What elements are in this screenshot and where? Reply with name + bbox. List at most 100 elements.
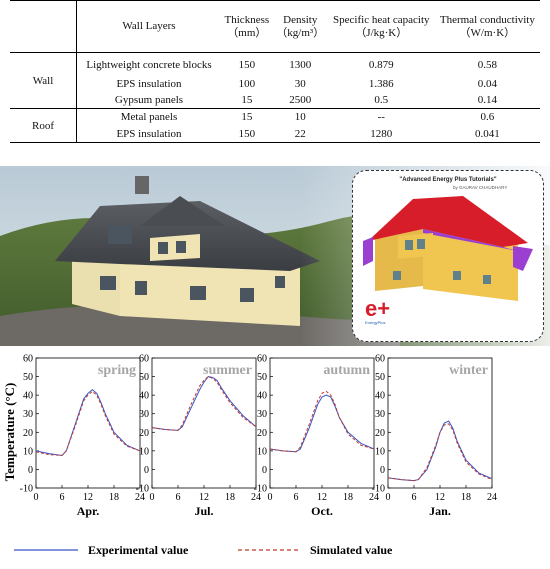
y-tick-label: 0 <box>262 465 267 476</box>
y-tick-label: 30 <box>139 409 149 420</box>
x-tick-label: 24 <box>135 492 145 503</box>
cell-heat-capacity: 1.386 <box>368 78 394 90</box>
x-tick-label: 6 <box>294 492 299 503</box>
y-tick-label: 50 <box>139 372 149 383</box>
energyplus-model-render <box>363 196 533 301</box>
cell-layer: EPS insulation <box>116 78 182 90</box>
x-tick-label: 6 <box>412 492 417 503</box>
y-tick-label: 20 <box>375 428 385 439</box>
y-tick-label: 10 <box>375 446 385 457</box>
y-tick-label: 40 <box>375 391 385 402</box>
cell-density: 10 <box>294 111 306 124</box>
cell-conductivity: 0.58 <box>477 58 497 71</box>
cell-layer: EPS insulation <box>116 127 182 140</box>
cell-layer: Gypsum panels <box>114 93 184 106</box>
cell-thickness: 150 <box>238 58 256 71</box>
y-tick-label: 60 <box>257 354 267 365</box>
month-label: Apr. <box>77 504 100 518</box>
building-photo-and-model: "Advanced Energy Plus Tutorials" by GAUR… <box>0 166 550 346</box>
y-tick-label: 40 <box>23 391 33 402</box>
x-tick-label: 0 <box>150 492 155 503</box>
energyplus-logo: e+ EnergyPlus <box>365 296 395 326</box>
energyplus-logo-mark: e+ <box>365 296 391 321</box>
material-properties-table: Wall Layers Thickness （mm） Density （kg/m³）… <box>0 0 550 162</box>
cell-heat-capacity: 0.5 <box>374 93 389 106</box>
x-tick-label: 6 <box>176 492 181 503</box>
x-tick-label: 18 <box>109 492 119 503</box>
x-tick-label: 18 <box>343 492 353 503</box>
cell-thickness: 15 <box>241 93 253 106</box>
y-tick-label: 10 <box>23 446 33 457</box>
x-tick-label: 24 <box>487 492 497 503</box>
cell-thickness: 15 <box>241 111 253 124</box>
cell-heat-capacity: -- <box>377 111 385 124</box>
y-tick-label: 10 <box>257 446 267 457</box>
simulated-series-line <box>269 390 375 453</box>
cell-conductivity: 0.6 <box>480 111 495 124</box>
header-thickness: Thickness （mm） <box>224 13 270 39</box>
x-tick-label: 6 <box>60 492 65 503</box>
x-tick-label: 0 <box>34 492 39 503</box>
y-tick-label: 30 <box>375 409 385 420</box>
month-label: Jul. <box>194 504 213 518</box>
season-label: autumn <box>323 363 370 378</box>
y-tick-label: 20 <box>23 428 33 439</box>
y-tick-label: 50 <box>375 372 385 383</box>
model-panel-byline: by GAURAV CHAUDHARY <box>453 185 508 190</box>
month-label: Jan. <box>429 504 451 518</box>
y-tick-label: 50 <box>257 372 267 383</box>
energyplus-logo-text: EnergyPlus <box>365 320 386 325</box>
y-tick-label: -10 <box>136 484 149 495</box>
x-tick-label: 12 <box>199 492 209 503</box>
cell-density: 2500 <box>289 93 312 106</box>
y-tick-label: 20 <box>139 428 149 439</box>
x-tick-label: 24 <box>251 492 261 503</box>
group-header <box>10 0 77 53</box>
experimental-series-line <box>35 388 141 457</box>
y-tick-label: 0 <box>144 465 149 476</box>
y-tick-label: 40 <box>257 391 267 402</box>
cell-heat-capacity: 0.879 <box>368 58 394 71</box>
x-tick-label: 18 <box>225 492 235 503</box>
table-row: EPS insulation 100 30 1.386 0.04 <box>10 77 540 92</box>
table-row: Roof Metal panels 15 10 -- 0.6 <box>10 108 540 143</box>
header-heat-capacity: Specific heat capacity （J/kg·K） <box>333 13 430 39</box>
y-tick-label: 50 <box>23 372 33 383</box>
cell-density: 1300 <box>289 58 312 71</box>
y-tick-label: -10 <box>372 484 385 495</box>
y-tick-label: 0 <box>28 465 33 476</box>
legend-experimental-label: Experimental value <box>88 543 189 557</box>
y-tick-label: 60 <box>139 354 149 365</box>
cell-conductivity: 0.04 <box>477 78 497 90</box>
season-label: spring <box>98 363 136 378</box>
x-tick-label: 24 <box>369 492 379 503</box>
season-label: winter <box>449 363 488 378</box>
cell-conductivity: 0.14 <box>477 93 497 106</box>
simulated-series-line <box>35 390 141 457</box>
x-tick-label: 0 <box>268 492 273 503</box>
energyplus-model-panel: "Advanced Energy Plus Tutorials" by GAUR… <box>352 170 544 342</box>
table-row: EPS insulation 150 22 1280 0.041 <box>10 126 540 143</box>
y-tick-label: 30 <box>23 409 33 420</box>
y-tick-label: -10 <box>254 484 267 495</box>
group-roof: Roof <box>10 108 77 143</box>
house-illustration <box>55 176 320 326</box>
x-tick-label: 18 <box>461 492 471 503</box>
cell-density: 30 <box>294 78 306 90</box>
month-label: Oct. <box>311 504 333 518</box>
cell-heat-capacity: 1280 <box>370 127 393 140</box>
y-tick-label: 40 <box>139 391 149 402</box>
y-tick-label: 0 <box>380 465 385 476</box>
cell-thickness: 100 <box>238 78 256 90</box>
simulated-series-line <box>387 423 493 482</box>
legend-simulated-label: Simulated value <box>310 543 393 557</box>
x-tick-label: 0 <box>386 492 391 503</box>
group-wall: Wall <box>10 52 77 109</box>
y-tick-label: 30 <box>257 409 267 420</box>
table-row: Wall Lightweight concrete blocks 150 130… <box>10 52 540 109</box>
experimental-series-line <box>151 376 257 431</box>
x-tick-label: 12 <box>317 492 327 503</box>
y-tick-label: 20 <box>257 428 267 439</box>
season-label: summer <box>203 363 252 378</box>
